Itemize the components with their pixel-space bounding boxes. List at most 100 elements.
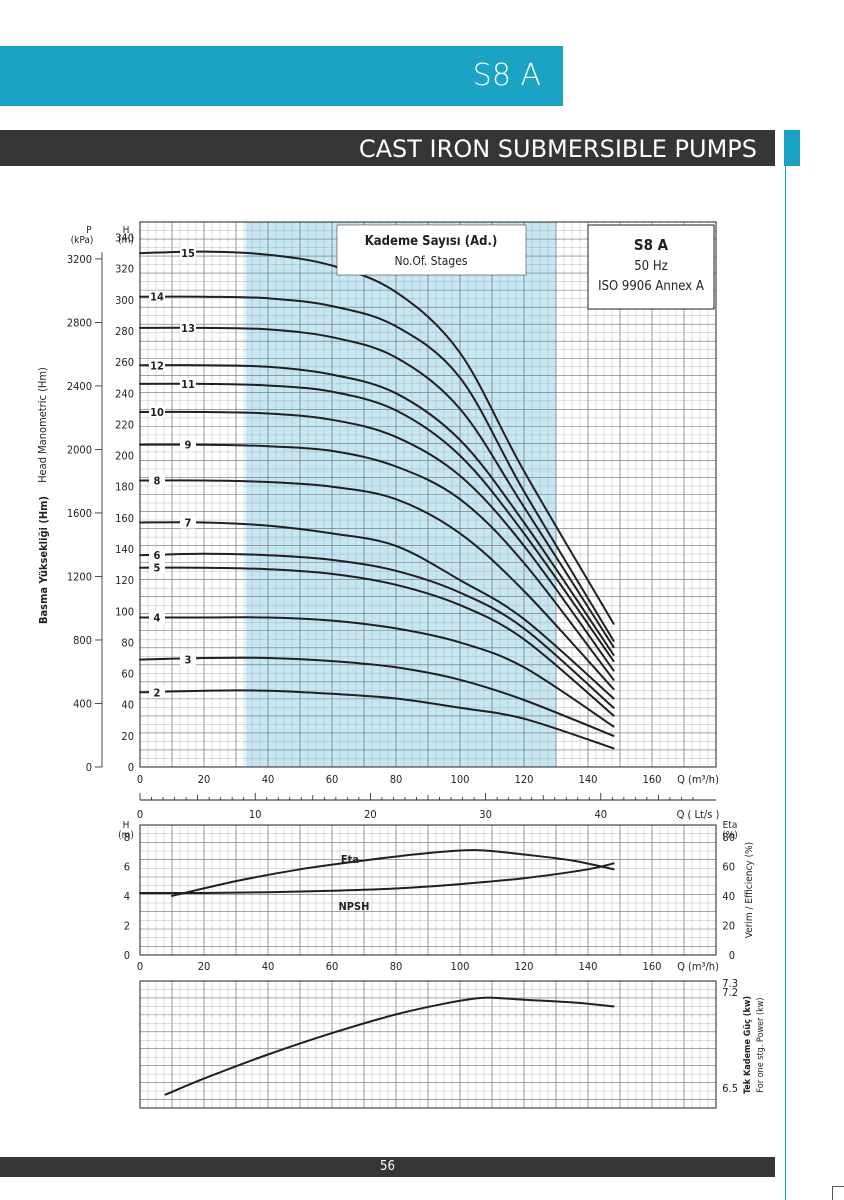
stage-label-8: 8 bbox=[154, 474, 161, 487]
x-tick-label: 140 bbox=[579, 773, 598, 786]
page-subtitle: CAST IRON SUBMERSIBLE PUMPS bbox=[358, 135, 757, 163]
power-tick-label: 7.3 bbox=[722, 977, 738, 990]
stage-label-9: 9 bbox=[185, 439, 192, 452]
eta-unit-pct: (%) bbox=[722, 830, 738, 841]
stage-label-12: 12 bbox=[150, 359, 164, 372]
lts-tick-label: 0 bbox=[137, 808, 143, 821]
p-tick-label: 0 bbox=[86, 761, 92, 774]
npsh-tick-label: 2 bbox=[124, 919, 130, 932]
y-unit-h: H bbox=[123, 225, 130, 236]
y-unit-m: (m) bbox=[118, 235, 134, 246]
eta-curve-label: Eta bbox=[341, 853, 359, 866]
x-tick-label: 60 bbox=[326, 773, 339, 786]
eff-x-tick-label: 140 bbox=[579, 960, 598, 973]
stage-label-11: 11 bbox=[181, 378, 195, 391]
footer-bar: 56 bbox=[0, 1157, 775, 1177]
stage-label-bg bbox=[180, 377, 196, 390]
head-curve-13 bbox=[139, 326, 615, 649]
stage-label-15: 15 bbox=[181, 247, 195, 260]
legend-title: Kademe Sayısı (Ad.) bbox=[365, 234, 498, 249]
crop-mark bbox=[832, 1186, 844, 1187]
head-curve-6 bbox=[139, 552, 615, 709]
eta-tick-label: 80 bbox=[722, 831, 735, 844]
page-number: 56 bbox=[380, 1159, 395, 1174]
p-tick-label: 1600 bbox=[67, 507, 92, 520]
power-axis-label: Tek Kademe Güç (kw) bbox=[743, 996, 753, 1094]
head-curve-3 bbox=[139, 656, 615, 737]
eta-tick-label: 60 bbox=[722, 860, 735, 873]
info-frequency: 50 Hz bbox=[634, 259, 668, 274]
stage-label-6: 6 bbox=[154, 549, 161, 562]
stage-label-4: 4 bbox=[154, 612, 161, 625]
y-tick-label: 80 bbox=[121, 636, 134, 649]
stage-label-13: 13 bbox=[181, 322, 195, 335]
head-curve-11 bbox=[139, 382, 615, 663]
x-tick-label: 20 bbox=[198, 773, 211, 786]
power-curve bbox=[164, 996, 615, 1096]
stage-label-bg bbox=[180, 321, 196, 334]
stage-label-bg bbox=[180, 438, 196, 451]
y-tick-label: 140 bbox=[115, 543, 134, 556]
plot-frame bbox=[139, 221, 717, 768]
y-tick-label: 300 bbox=[115, 294, 134, 307]
crop-mark bbox=[832, 1186, 833, 1200]
npsh-tick-label: 4 bbox=[124, 890, 130, 903]
head-curve-7 bbox=[139, 521, 615, 700]
stage-label-14: 14 bbox=[150, 291, 164, 304]
head-curve-9 bbox=[139, 443, 615, 681]
y-tick-label: 220 bbox=[115, 418, 134, 431]
eff-x-tick-label: 160 bbox=[643, 960, 662, 973]
head-curve-15 bbox=[139, 250, 615, 625]
p-tick-label: 2800 bbox=[67, 316, 92, 329]
npsh-tick-label: 0 bbox=[124, 949, 130, 962]
y-tick-label: 340 bbox=[115, 232, 134, 245]
stage-label-7: 7 bbox=[185, 517, 192, 530]
x-tick-label: 160 bbox=[643, 773, 662, 786]
npsh-tick-label: 6 bbox=[124, 860, 130, 873]
eff-x-tick-label: 0 bbox=[137, 960, 143, 973]
stage-label-bg bbox=[180, 516, 196, 529]
lts-tick-label: 40 bbox=[595, 808, 608, 821]
y-tick-label: 60 bbox=[121, 668, 134, 681]
p-tick-label: 400 bbox=[73, 697, 92, 710]
eta-tick-label: 0 bbox=[729, 949, 735, 962]
head-curve-12 bbox=[139, 364, 615, 656]
p-unit-p: P bbox=[86, 225, 92, 236]
y-tick-label: 100 bbox=[115, 605, 134, 618]
p-unit-kpa: (kPa) bbox=[71, 235, 94, 246]
eff-x-tick-label: 20 bbox=[198, 960, 211, 973]
stage-label-bg bbox=[149, 549, 165, 562]
stage-label-bg bbox=[149, 611, 165, 624]
head-curve-4 bbox=[139, 616, 615, 728]
plot-frame bbox=[139, 980, 717, 1109]
stage-label-bg bbox=[149, 359, 165, 372]
eff-x-tick-label: 60 bbox=[326, 960, 339, 973]
eta-tick-label: 20 bbox=[722, 919, 735, 932]
stage-label-bg bbox=[149, 474, 165, 487]
lts-tick-label: 30 bbox=[479, 808, 492, 821]
npsh-tick-label: 8 bbox=[124, 831, 130, 844]
y-tick-label: 20 bbox=[121, 730, 134, 743]
npsh-unit-m: (m) bbox=[118, 830, 134, 841]
stage-label-bg bbox=[149, 290, 165, 303]
eta-curve bbox=[171, 849, 615, 897]
stage-label-3: 3 bbox=[185, 654, 192, 667]
eta-tick-label: 40 bbox=[722, 890, 735, 903]
p-tick-label: 2400 bbox=[67, 380, 92, 393]
subtitle-banner: CAST IRON SUBMERSIBLE PUMPS bbox=[0, 130, 775, 166]
y-axis-label-2: Head Manometric (Hm) bbox=[36, 367, 49, 483]
x-tick-label: 100 bbox=[451, 773, 470, 786]
stage-label-bg bbox=[149, 561, 165, 574]
info-standard: ISO 9906 Annex A bbox=[598, 279, 704, 294]
p-tick-label: 2000 bbox=[67, 443, 92, 456]
plot-frame bbox=[139, 824, 717, 956]
stage-label-bg bbox=[149, 686, 165, 699]
x-tick-label: 120 bbox=[515, 773, 534, 786]
head-curve-14 bbox=[139, 295, 615, 642]
stage-label-bg bbox=[180, 247, 196, 260]
x-tick-label: 80 bbox=[390, 773, 403, 786]
head-curve-10 bbox=[139, 410, 615, 672]
power-axis-label-2: For one stg. Power (kw) bbox=[756, 997, 766, 1092]
npsh-curve bbox=[139, 862, 615, 895]
head-curve-2 bbox=[139, 689, 615, 750]
